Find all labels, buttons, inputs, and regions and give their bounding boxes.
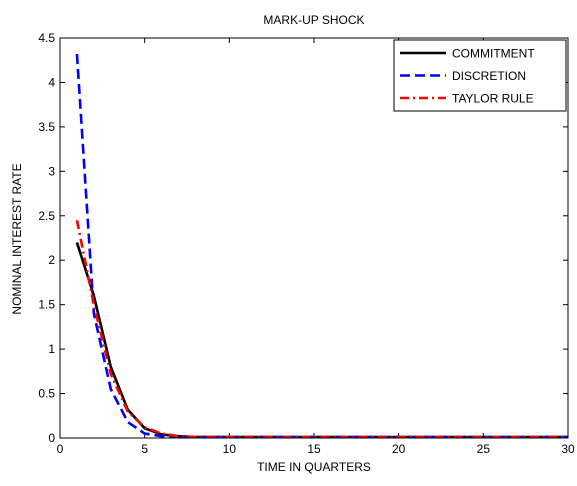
- y-axis-label: NOMINAL INTEREST RATE: [10, 163, 24, 314]
- series-layer: [75, 53, 568, 439]
- series-line-taylor-rule: [75, 219, 568, 439]
- y-tick-label: 1.5: [38, 298, 55, 312]
- y-tick-label: 3: [48, 164, 55, 178]
- x-tick-label: 30: [561, 442, 575, 456]
- x-tick-label: 20: [392, 442, 406, 456]
- x-tick-label: 10: [223, 442, 237, 456]
- x-tick-label: 15: [307, 442, 321, 456]
- x-tick-label: 25: [477, 442, 491, 456]
- y-tick-label: 2.5: [38, 209, 55, 223]
- y-tick-label: 0.5: [38, 387, 55, 401]
- y-tick-label: 0: [48, 431, 55, 445]
- y-tick-label: 4: [48, 75, 55, 89]
- y-tick-label: 1: [48, 342, 55, 356]
- legend: COMMITMENT DISCRETION TAYLOR RULE: [393, 39, 567, 112]
- y-tick-label: 4.5: [38, 31, 55, 45]
- chart-title: MARK-UP SHOCK: [263, 13, 364, 27]
- x-axis-label: TIME IN QUARTERS: [257, 460, 371, 474]
- y-tick-label: 3.5: [38, 120, 55, 134]
- y-tick-label: 2: [48, 253, 55, 267]
- x-tick-label: 5: [141, 442, 148, 456]
- x-tick-label: 0: [57, 442, 64, 456]
- legend-label: TAYLOR RULE: [452, 92, 534, 106]
- legend-label: DISCRETION: [452, 69, 526, 83]
- plot-frame: [59, 37, 569, 439]
- legend-label: COMMITMENT: [452, 47, 535, 61]
